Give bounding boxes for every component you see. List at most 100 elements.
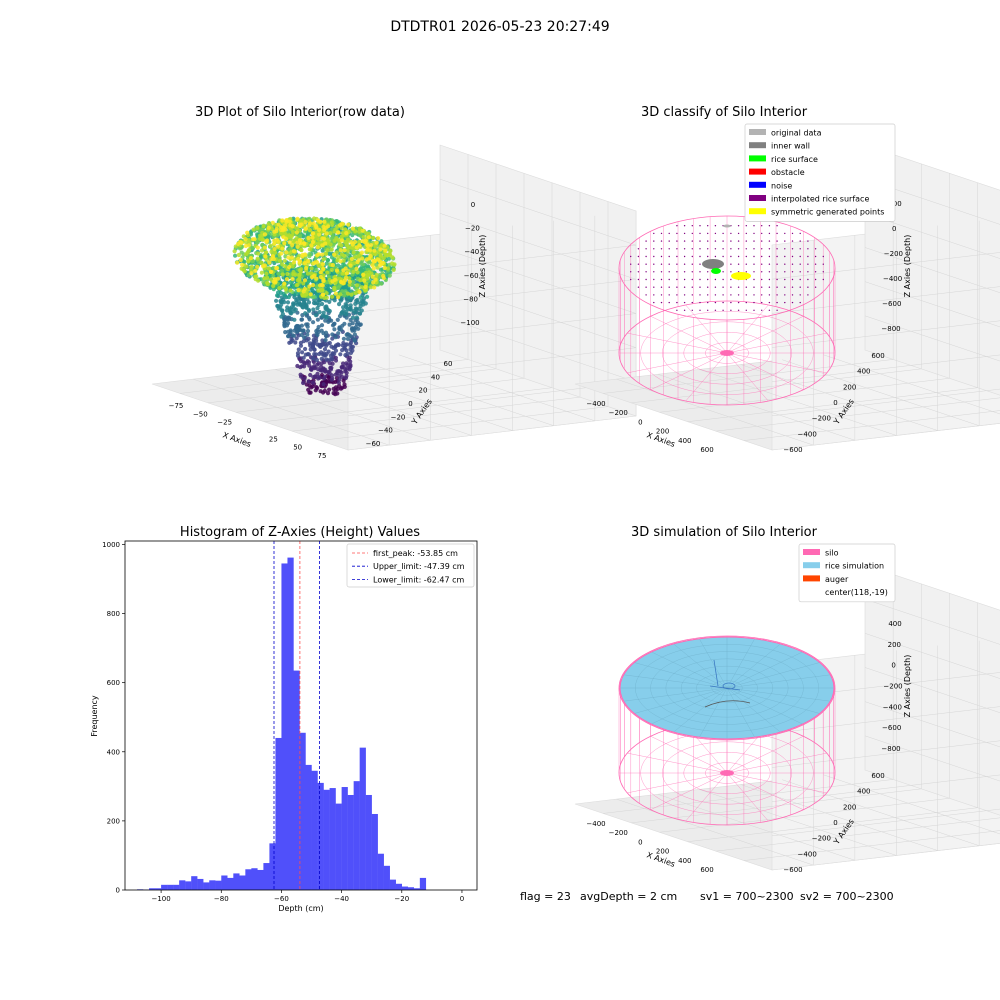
classify-z-tick-label: −600 — [882, 300, 901, 308]
raw-data-point — [347, 355, 352, 360]
raw-data-point — [332, 287, 337, 292]
raw-data-point — [322, 374, 327, 379]
raw-data-point — [304, 305, 309, 310]
raw-data-point — [338, 352, 343, 357]
floor-gridline — [699, 789, 897, 856]
classify-legend: original data inner wall rice surface obsta… — [744, 123, 896, 222]
raw-data-point — [236, 252, 241, 258]
raw-data-point — [360, 238, 365, 244]
interpolated-surface-point — [699, 286, 701, 288]
histogram-y-tick-label: 200 — [107, 817, 120, 825]
raw-data-point — [353, 255, 358, 260]
raw-data-point — [338, 259, 343, 264]
raw-data-point — [361, 272, 366, 277]
histogram-bar — [167, 884, 174, 890]
interpolated-surface-point — [753, 271, 755, 273]
histogram-bar — [413, 888, 421, 890]
raw-data-point — [295, 310, 300, 315]
raw-data-point — [309, 367, 314, 372]
raw-data-point — [346, 245, 351, 250]
interpolated-surface-point — [753, 225, 755, 227]
histogram-bar — [281, 563, 288, 890]
rice-surface-mesh-spoke — [726, 674, 831, 689]
interpolated-surface-point — [776, 294, 778, 296]
classify-legend-swatch — [749, 155, 766, 162]
simulation-y-tick-label: −600 — [783, 866, 802, 874]
wall-gridline — [771, 388, 1000, 417]
raw-data-point — [297, 324, 302, 329]
interpolated-surface-point — [776, 225, 778, 227]
stat-sv1: sv1 = 700~2300 — [700, 890, 794, 903]
raw-data-point — [287, 264, 292, 270]
wall-gridline — [439, 315, 637, 383]
floor-gridline — [319, 406, 609, 441]
interpolated-surface-point — [784, 278, 786, 281]
raw-data-point — [349, 292, 354, 297]
silo-floor-spoke — [726, 352, 827, 374]
interpolated-surface-point — [761, 225, 763, 227]
raw-data-point — [286, 321, 291, 326]
raw-data-point — [381, 273, 386, 278]
raw-3d-axes-box — [151, 144, 637, 451]
raw-data-point — [335, 369, 340, 374]
interpolated-surface-point — [637, 278, 640, 281]
raw-data-point — [356, 258, 361, 263]
histogram-y-tick-label: 400 — [107, 748, 120, 756]
wall-gridline — [439, 178, 637, 246]
raw-data-point — [309, 271, 314, 276]
interpolated-surface-point — [676, 309, 678, 311]
raw-data-point — [388, 248, 393, 254]
raw-data-point — [330, 263, 335, 268]
raw-data-point — [345, 336, 350, 341]
interpolated-surface-point — [683, 263, 686, 265]
interpolated-surface-point — [668, 248, 670, 250]
interpolated-surface-point — [637, 248, 640, 250]
raw-data-point — [376, 236, 381, 241]
interpolated-surface-point — [668, 255, 670, 258]
raw-data-point — [330, 376, 335, 381]
rice-surface-cluster — [711, 268, 721, 274]
raw-data-point — [259, 270, 264, 275]
rice-surface-mesh-spoke — [726, 662, 820, 689]
raw-data-point — [321, 382, 326, 387]
simulation-x-tick-label: 600 — [700, 866, 713, 874]
interpolated-surface-point — [822, 271, 824, 273]
raw-data-point — [354, 315, 359, 320]
wall-gridline — [347, 244, 637, 280]
interpolated-surface-point — [714, 232, 717, 235]
raw-data-point — [305, 359, 310, 364]
raw-data-point — [327, 299, 332, 304]
interpolated-surface-point — [776, 271, 778, 273]
interpolated-surface-point — [768, 248, 771, 250]
interpolated-surface-point — [807, 294, 809, 296]
raw-data-point — [286, 255, 291, 260]
raw-data-point — [333, 335, 338, 340]
interpolated-surface-point — [637, 286, 640, 288]
classify-x-ticks: −400 −200 0 200 400 600 — [586, 400, 713, 454]
raw-data-point — [301, 289, 306, 294]
interpolated-surface-point — [637, 263, 640, 265]
histogram-x-tick-label: −100 — [151, 895, 170, 903]
stat-flag: flag = 23 — [520, 890, 571, 903]
histogram-x-tick-label: 0 — [460, 895, 464, 903]
raw-x-tick-label: 25 — [269, 435, 278, 443]
interpolated-surface-point — [791, 255, 794, 258]
classify-x-tick-label: 400 — [678, 437, 691, 445]
raw-data-point — [330, 279, 335, 284]
classify-x-tick-label: 600 — [700, 446, 713, 454]
raw-data-point — [315, 317, 320, 322]
interpolated-surface-point — [630, 271, 632, 273]
floor-gridline — [715, 397, 1000, 432]
raw-data-point — [264, 250, 269, 255]
raw-x-tick-label: 75 — [318, 452, 327, 460]
raw-data-point — [371, 235, 376, 241]
interpolated-surface-point — [761, 278, 763, 281]
rice-surface-mesh-spoke — [699, 638, 728, 689]
interpolated-surface-point — [676, 286, 678, 288]
interpolated-surface-point — [699, 309, 701, 311]
simulation-legend-frame — [798, 543, 896, 603]
raw-data-point — [346, 222, 351, 227]
raw-data-point — [276, 271, 281, 276]
interpolated-surface-point — [776, 263, 778, 265]
inner-wall-cluster — [702, 259, 724, 269]
